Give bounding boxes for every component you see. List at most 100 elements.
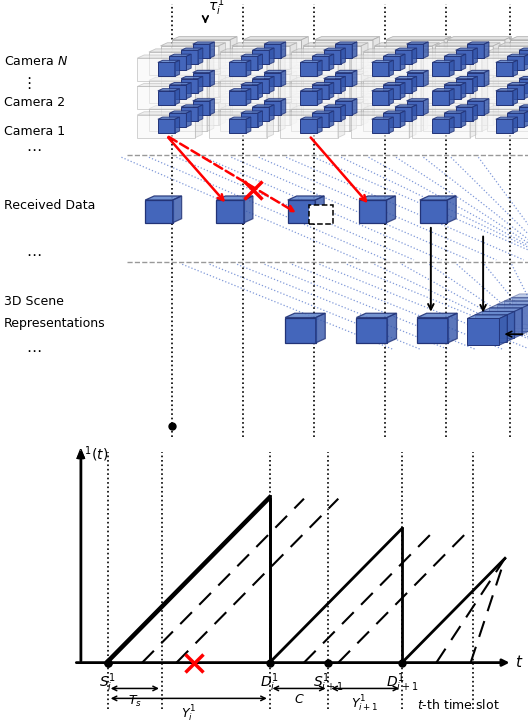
Polygon shape <box>186 111 191 127</box>
Polygon shape <box>158 119 175 134</box>
Polygon shape <box>285 313 325 318</box>
Polygon shape <box>220 80 278 103</box>
Polygon shape <box>207 49 214 74</box>
Polygon shape <box>161 74 219 97</box>
Polygon shape <box>309 205 333 224</box>
Polygon shape <box>243 93 308 97</box>
Polygon shape <box>149 52 207 74</box>
Polygon shape <box>315 65 380 68</box>
Polygon shape <box>383 84 400 99</box>
Polygon shape <box>352 42 357 58</box>
Polygon shape <box>432 91 449 105</box>
Polygon shape <box>475 83 528 87</box>
Polygon shape <box>324 48 345 51</box>
Polygon shape <box>195 83 202 109</box>
Polygon shape <box>356 313 397 318</box>
Polygon shape <box>149 109 207 131</box>
Polygon shape <box>356 318 387 343</box>
Polygon shape <box>448 313 457 343</box>
Polygon shape <box>175 89 180 105</box>
Polygon shape <box>193 99 214 101</box>
Polygon shape <box>290 100 297 126</box>
Polygon shape <box>487 80 528 103</box>
Polygon shape <box>335 101 352 115</box>
Polygon shape <box>493 43 500 69</box>
Polygon shape <box>519 105 528 107</box>
Polygon shape <box>470 112 477 138</box>
Text: $\Delta^1(t)$: $\Delta^1(t)$ <box>74 444 108 464</box>
Polygon shape <box>496 117 517 119</box>
Polygon shape <box>519 107 528 121</box>
Text: $S_i^1$: $S_i^1$ <box>99 671 116 694</box>
Polygon shape <box>497 301 528 305</box>
Polygon shape <box>291 105 356 109</box>
Text: $Y_i^1$: $Y_i^1$ <box>181 703 196 722</box>
Polygon shape <box>498 71 528 74</box>
Polygon shape <box>301 65 308 91</box>
Polygon shape <box>395 51 412 64</box>
Polygon shape <box>363 109 421 131</box>
Polygon shape <box>423 42 428 58</box>
Polygon shape <box>278 105 285 131</box>
Polygon shape <box>290 43 297 69</box>
Polygon shape <box>149 77 214 80</box>
Polygon shape <box>372 89 393 91</box>
Polygon shape <box>444 113 461 127</box>
Polygon shape <box>291 80 350 103</box>
Polygon shape <box>467 42 489 44</box>
Polygon shape <box>407 44 423 58</box>
Polygon shape <box>315 97 373 119</box>
Polygon shape <box>291 49 356 52</box>
Polygon shape <box>169 84 186 99</box>
Polygon shape <box>487 109 528 131</box>
Polygon shape <box>137 112 202 115</box>
Polygon shape <box>241 56 258 70</box>
Polygon shape <box>524 82 528 99</box>
Polygon shape <box>447 97 505 119</box>
Polygon shape <box>510 93 528 97</box>
Polygon shape <box>407 70 428 72</box>
Polygon shape <box>300 119 317 134</box>
Polygon shape <box>335 72 352 87</box>
Polygon shape <box>291 77 356 80</box>
Polygon shape <box>280 112 345 115</box>
Polygon shape <box>482 77 488 103</box>
Polygon shape <box>220 52 278 74</box>
Polygon shape <box>341 77 345 92</box>
Text: $\vdots$: $\vdots$ <box>21 75 32 91</box>
Polygon shape <box>383 113 400 127</box>
Polygon shape <box>482 49 488 74</box>
Polygon shape <box>269 48 274 64</box>
Polygon shape <box>267 55 274 81</box>
Polygon shape <box>513 60 517 77</box>
Polygon shape <box>412 77 417 92</box>
Polygon shape <box>432 100 439 126</box>
Polygon shape <box>507 82 528 84</box>
Text: Camera 1: Camera 1 <box>4 124 65 138</box>
Polygon shape <box>475 55 528 58</box>
Polygon shape <box>435 43 500 46</box>
Polygon shape <box>499 315 507 345</box>
Polygon shape <box>281 42 286 58</box>
Polygon shape <box>198 105 203 121</box>
Polygon shape <box>300 60 322 63</box>
Polygon shape <box>352 70 357 87</box>
Polygon shape <box>278 49 285 74</box>
Polygon shape <box>470 55 477 81</box>
Polygon shape <box>241 54 262 56</box>
Polygon shape <box>444 84 461 99</box>
Polygon shape <box>373 93 380 119</box>
Polygon shape <box>280 58 338 81</box>
Polygon shape <box>317 117 322 134</box>
Polygon shape <box>449 117 454 134</box>
Polygon shape <box>473 77 477 92</box>
Polygon shape <box>504 301 528 328</box>
Polygon shape <box>246 60 251 77</box>
Polygon shape <box>467 101 484 115</box>
Polygon shape <box>209 55 274 58</box>
Polygon shape <box>507 111 528 113</box>
Polygon shape <box>423 52 482 74</box>
Polygon shape <box>447 65 512 68</box>
Polygon shape <box>175 117 180 134</box>
Polygon shape <box>207 77 214 103</box>
